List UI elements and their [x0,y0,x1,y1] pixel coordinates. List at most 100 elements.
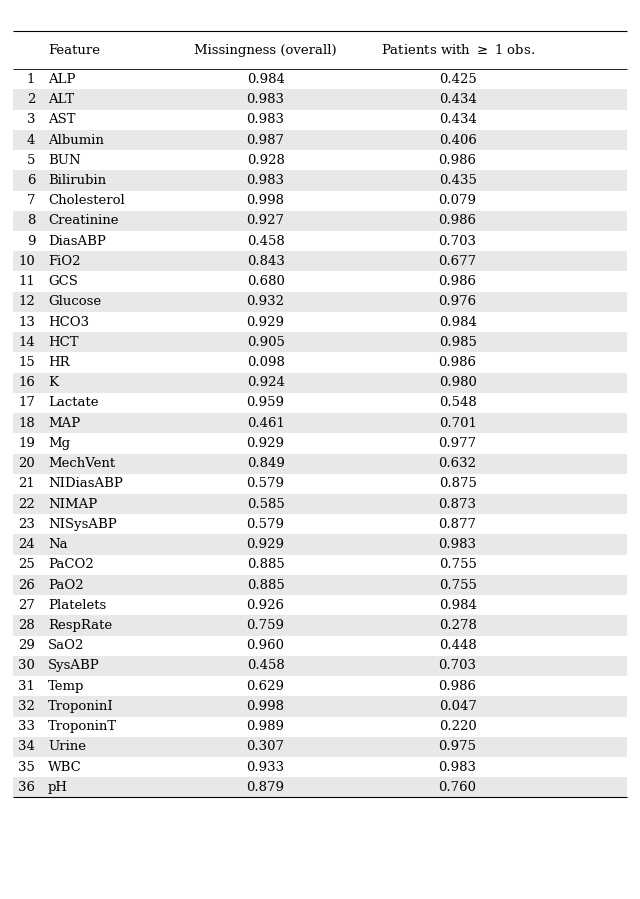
Text: 5: 5 [27,154,35,166]
Text: 14: 14 [19,336,35,349]
Text: 0.929: 0.929 [246,316,285,328]
Text: Bilirubin: Bilirubin [48,174,106,187]
Text: 35: 35 [19,761,35,773]
Text: 0.585: 0.585 [247,498,284,511]
Text: 0.980: 0.980 [438,377,477,389]
Text: HR: HR [48,356,70,369]
Text: 0.873: 0.873 [438,498,477,511]
Text: 0.307: 0.307 [246,741,285,753]
Bar [13,414,627,433]
Text: 0.986: 0.986 [438,680,477,692]
Text: 0.929: 0.929 [246,539,285,551]
Bar [13,534,627,555]
Text: 0.406: 0.406 [438,134,477,147]
Text: 0.998: 0.998 [246,194,285,207]
Text: 0.849: 0.849 [246,458,285,470]
Text: 6: 6 [27,174,35,187]
Text: Glucose: Glucose [48,296,101,308]
Text: 27: 27 [19,599,35,611]
Text: 0.927: 0.927 [246,215,285,227]
Text: Cholesterol: Cholesterol [48,194,125,207]
Text: 13: 13 [19,316,35,328]
Text: 11: 11 [19,275,35,288]
Text: 0.983: 0.983 [246,113,285,126]
Bar [13,494,627,514]
Bar [13,90,627,110]
Text: WBC: WBC [48,761,82,773]
Text: 0.998: 0.998 [246,700,285,713]
Text: 0.986: 0.986 [438,275,477,288]
Text: GCS: GCS [48,275,78,288]
Text: 0.977: 0.977 [438,437,477,450]
Text: 0.983: 0.983 [438,539,477,551]
Text: K: K [48,377,58,389]
Text: MAP: MAP [48,417,80,430]
Text: 0.703: 0.703 [438,660,477,672]
Text: 0.989: 0.989 [246,720,285,733]
Text: 0.434: 0.434 [438,93,477,106]
Bar [13,737,627,757]
Text: 0.548: 0.548 [439,396,476,409]
Text: 22: 22 [19,498,35,511]
Text: 0.905: 0.905 [246,336,285,349]
Text: 26: 26 [19,579,35,592]
Text: AST: AST [48,113,76,126]
Text: PaCO2: PaCO2 [48,558,93,571]
Text: 0.885: 0.885 [247,558,284,571]
Text: NIDiasABP: NIDiasABP [48,477,123,490]
Text: RespRate: RespRate [48,619,112,632]
Text: HCT: HCT [48,336,79,349]
Text: 12: 12 [19,296,35,308]
Text: MechVent: MechVent [48,458,115,470]
Bar [13,697,627,717]
Text: SaO2: SaO2 [48,639,84,652]
Text: 0.425: 0.425 [439,73,476,85]
Text: 0.879: 0.879 [246,781,285,794]
Text: 15: 15 [19,356,35,369]
Text: Patients with $\geq$ 1 obs.: Patients with $\geq$ 1 obs. [381,43,534,58]
Text: 0.458: 0.458 [247,235,284,247]
Bar [13,291,627,312]
Text: 18: 18 [19,417,35,430]
Text: 34: 34 [19,741,35,753]
Text: 0.987: 0.987 [246,134,285,147]
Text: 0.984: 0.984 [438,599,477,611]
Text: 23: 23 [19,518,35,530]
Text: 0.975: 0.975 [438,741,477,753]
Text: 0.933: 0.933 [246,761,285,773]
Text: 0.629: 0.629 [246,680,285,692]
Text: 0.579: 0.579 [246,477,285,490]
Text: 0.877: 0.877 [438,518,477,530]
Text: 2: 2 [27,93,35,106]
Text: 0.985: 0.985 [438,336,477,349]
Text: 0.983: 0.983 [246,93,285,106]
Text: 28: 28 [19,619,35,632]
Text: 16: 16 [19,377,35,389]
Text: Mg: Mg [48,437,70,450]
Text: 0.984: 0.984 [246,73,285,85]
Text: HCO3: HCO3 [48,316,89,328]
Text: 1: 1 [27,73,35,85]
Text: FiO2: FiO2 [48,255,81,268]
Text: Creatinine: Creatinine [48,215,118,227]
Text: 0.932: 0.932 [246,296,285,308]
Text: 0.278: 0.278 [438,619,477,632]
Text: 0.632: 0.632 [438,458,477,470]
Text: 17: 17 [19,396,35,409]
Text: 0.759: 0.759 [246,619,285,632]
Text: 10: 10 [19,255,35,268]
Bar [13,252,627,271]
Text: Urine: Urine [48,741,86,753]
Text: 0.680: 0.680 [246,275,285,288]
Text: 4: 4 [27,134,35,147]
Text: 31: 31 [19,680,35,692]
Text: 24: 24 [19,539,35,551]
Text: DiasABP: DiasABP [48,235,106,247]
Text: TroponinI: TroponinI [48,700,114,713]
Text: Missingness (overall): Missingness (overall) [195,44,337,57]
Text: 0.986: 0.986 [438,154,477,166]
Text: 0.843: 0.843 [246,255,285,268]
Text: PaO2: PaO2 [48,579,84,592]
Text: TroponinT: TroponinT [48,720,117,733]
Text: Temp: Temp [48,680,84,692]
